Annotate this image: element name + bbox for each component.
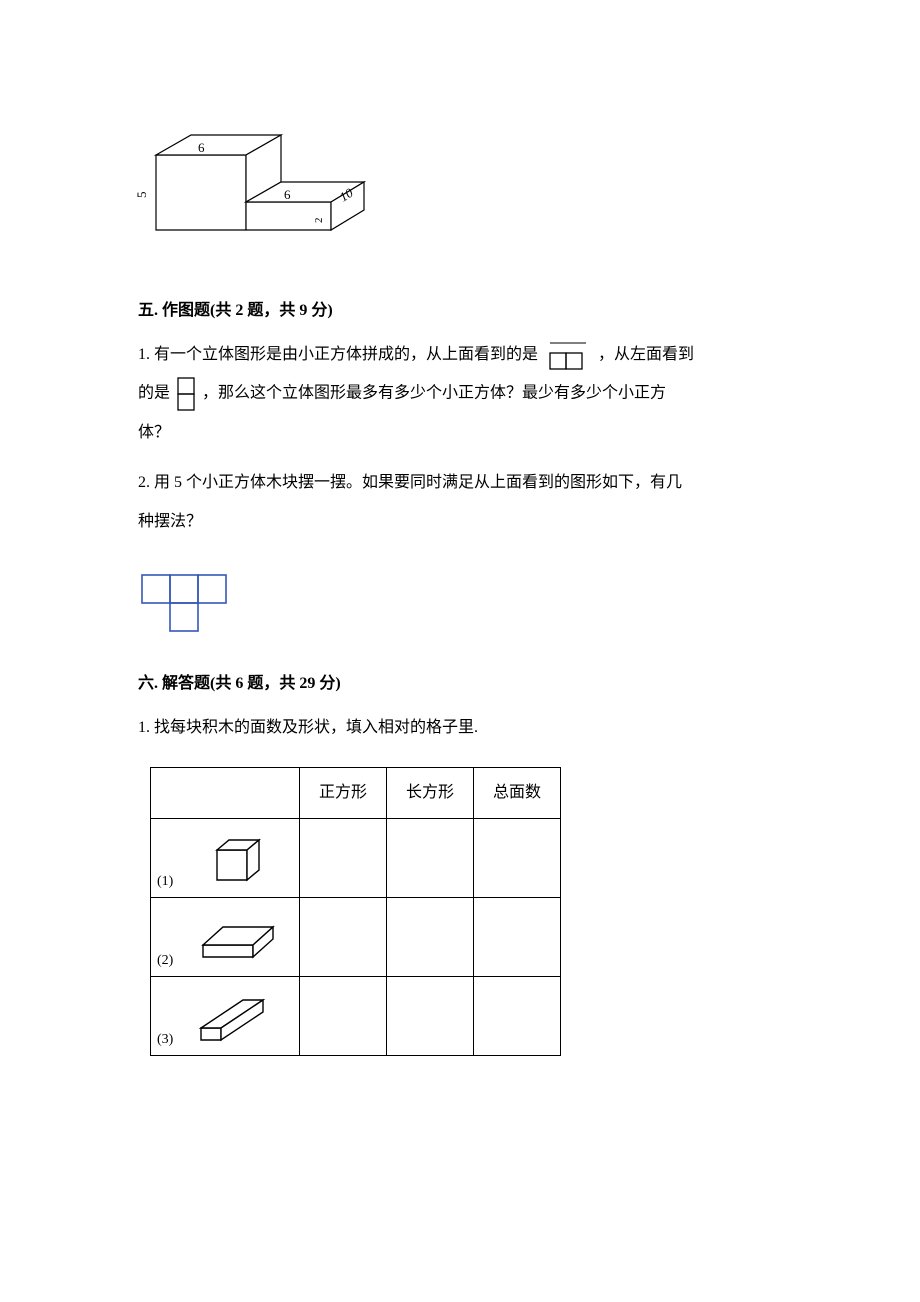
blank-cell: [300, 977, 387, 1056]
blocks-table-wrap: 正方形长方形总面数 (1) (2) (3): [150, 767, 782, 1056]
s5-q1-part5: 体？: [138, 424, 170, 441]
t-shape-figure: [138, 571, 782, 641]
cube-icon: [187, 830, 277, 892]
bar-icon: [187, 988, 277, 1050]
table-header-cell: 长方形: [387, 768, 474, 819]
blank-cell: [474, 819, 561, 898]
page: 6 5 6 2 10 五. 作图题(共 2 题，共 9 分) 1. 有一个立体图…: [0, 0, 920, 1136]
label-6b: 6: [284, 187, 291, 202]
s5-q1-part4: ，那么这个立体图形最多有多少个小正方体？最少有多少个小正方: [202, 385, 666, 402]
blank-cell: [387, 898, 474, 977]
table-header-cell: 正方形: [300, 768, 387, 819]
blocks-table: 正方形长方形总面数 (1) (2) (3): [150, 767, 561, 1056]
table-header-cell: [151, 768, 300, 819]
flat-icon: [187, 909, 277, 971]
blank-cell: [300, 898, 387, 977]
blank-cell: [474, 898, 561, 977]
blank-cell: [474, 977, 561, 1056]
blank-cell: [387, 977, 474, 1056]
s6-q1-text: 1. 找每块积木的面数及形状，填入相对的格子里.: [138, 709, 782, 747]
row-number: (1): [157, 871, 173, 893]
blank-cell: [300, 819, 387, 898]
s5-q1: 1. 有一个立体图形是由小正方体拼成的，从上面看到的是 ，从左面看到 的是 ，那…: [138, 336, 782, 453]
blank-cell: [387, 819, 474, 898]
shape-cell: (2): [151, 898, 300, 977]
table-row: (1): [151, 819, 561, 898]
section-5-heading: 五. 作图题(共 2 题，共 9 分): [138, 298, 782, 324]
label-2: 2: [313, 218, 325, 224]
section-6-heading: 六. 解答题(共 6 题，共 29 分): [138, 671, 782, 697]
s5-q2-line2: 种摆法？: [138, 513, 202, 530]
table-row: (3): [151, 977, 561, 1056]
table-row: (2): [151, 898, 561, 977]
top-view-icon: [542, 337, 594, 373]
s5-q1-part1: 1. 有一个立体图形是由小正方体拼成的，从上面看到的是: [138, 346, 538, 363]
s5-q1-part3: 的是: [138, 385, 170, 402]
shape-cell: (1): [151, 819, 300, 898]
row-number: (3): [157, 1029, 173, 1051]
table-header-row: 正方形长方形总面数: [151, 768, 561, 819]
s5-q2: 2. 用 5 个小正方体木块摆一摆。如果要同时满足从上面看到的图形如下，有几 种…: [138, 464, 782, 541]
s5-q1-part2: ，从左面看到: [598, 346, 694, 363]
shape-cell: (3): [151, 977, 300, 1056]
label-6a: 6: [198, 140, 205, 155]
s5-q2-line1: 2. 用 5 个小正方体木块摆一摆。如果要同时满足从上面看到的图形如下，有几: [138, 474, 682, 491]
iso-step-solid: 6 5 6 2 10: [136, 120, 782, 270]
iso-step-svg: 6 5 6 2 10: [136, 120, 366, 270]
left-view-icon: [174, 374, 198, 414]
row-number: (2): [157, 950, 173, 972]
table-header-cell: 总面数: [474, 768, 561, 819]
label-5: 5: [136, 192, 149, 199]
